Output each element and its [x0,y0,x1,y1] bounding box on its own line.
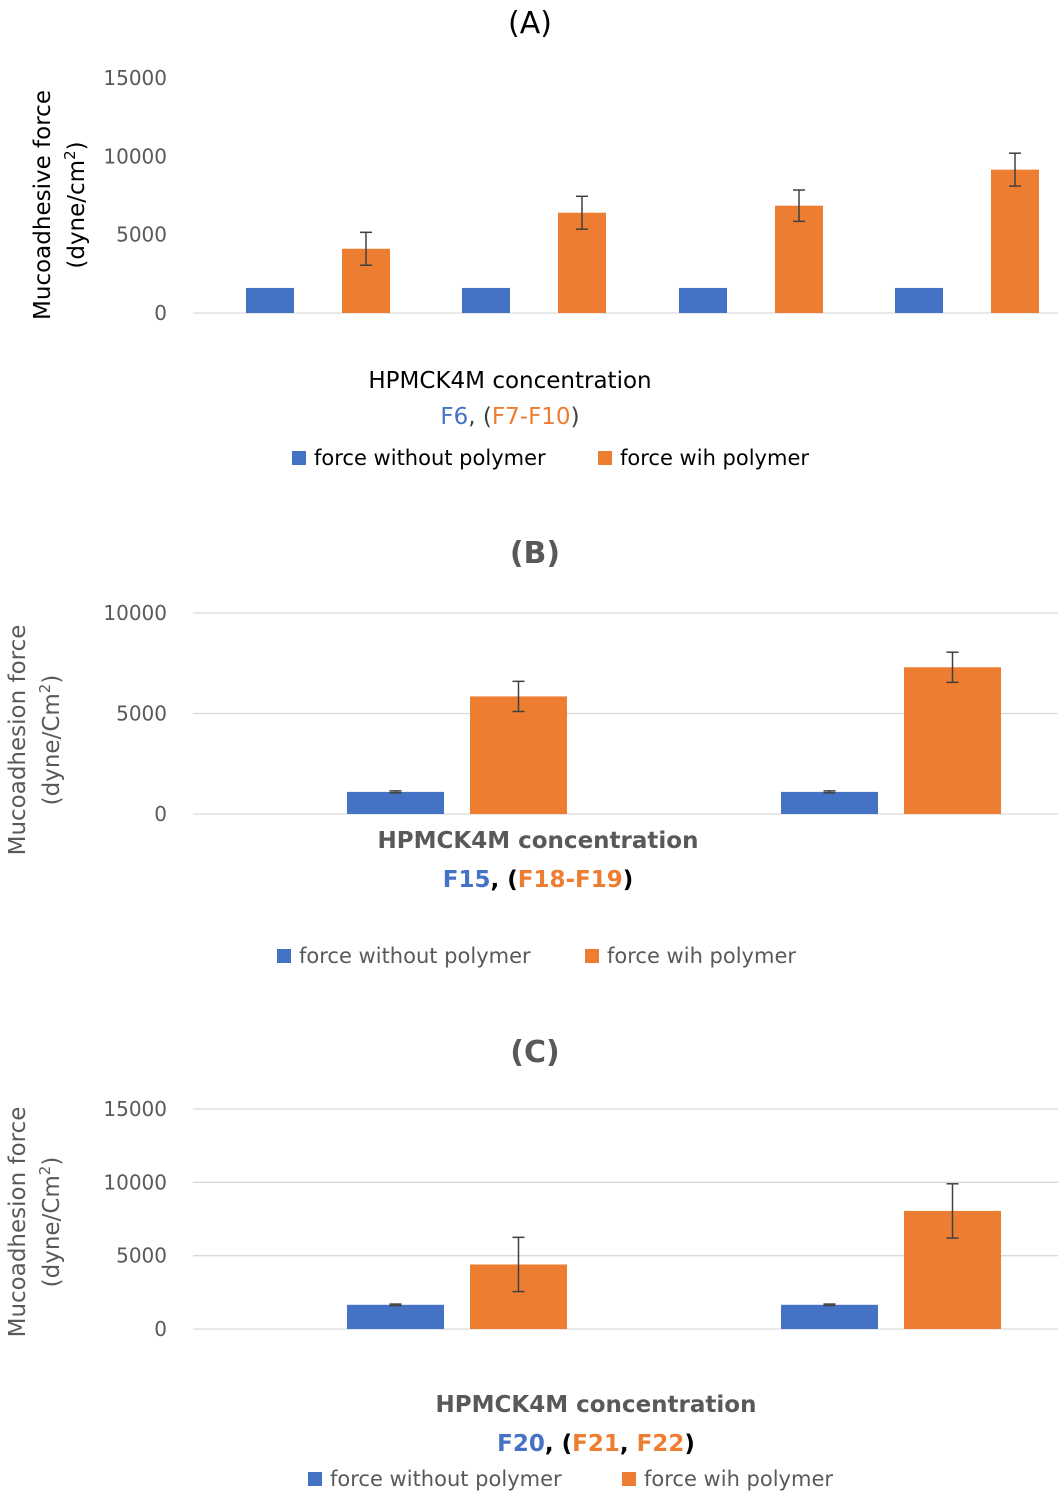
formulation-code-part: F7-F10 [492,404,571,430]
formulation-codes: F6, (F7-F10) [440,404,579,430]
legend-label: force wih polymer [644,1467,833,1491]
bar-without-polymer [781,791,878,814]
y-tick-label: 5000 [116,1244,167,1268]
y-axis-unit-exponent: 2 [36,684,54,694]
y-axis-unit: (dyne/cm [64,160,90,269]
legend-label: force wih polymer [620,446,809,470]
error-bar [512,1236,525,1293]
bar-without-polymer [895,287,943,313]
x-axis-label: HPMCK4M concentration [436,1392,757,1418]
y-axis-unit: (dyne/Cm [39,1175,65,1287]
error-bar [512,680,525,713]
bar-with-polymer [775,205,823,313]
legend-swatch [585,949,599,963]
formulation-code-part: F22 [637,1431,685,1457]
y-axis-label-line2: (dyne/cm2) [61,141,90,268]
formulation-code-part: , ( [468,404,492,430]
y-axis-label: Mucoadhesive force (dyne/cm2) [30,90,90,320]
formulation-codes: F15, (F18-F19) [443,867,633,893]
bar-with-polymer [991,169,1039,313]
error-bar [823,790,836,794]
y-axis-label: Mucoadhesion force (dyne/Cm2) [5,1107,65,1338]
bar-without-polymer [679,287,727,313]
formulation-code-part: F21 [572,1431,620,1457]
y-axis-unit-exponent: 2 [61,150,79,160]
error-bar [946,651,959,684]
bar-without-polymer [347,791,444,814]
error-bar [1009,152,1021,187]
error-bar [389,1303,402,1307]
legend-swatch [622,1472,636,1486]
y-axis-unit-close: ) [39,1157,65,1166]
y-axis-unit: (dyne/Cm [39,693,65,805]
error-bar [360,231,372,266]
chart-title: (A) [508,6,552,41]
formulation-code-part: , ( [490,867,517,893]
y-tick-label: 10000 [103,601,167,625]
error-bar [793,189,805,223]
error-bar [576,195,588,230]
y-axis-unit-exponent: 2 [36,1166,54,1176]
chart-title: (C) [510,1035,559,1070]
y-tick-label: 0 [154,1317,167,1341]
y-axis-label-line2: (dyne/Cm2) [36,675,65,806]
legend-swatch [277,949,291,963]
y-axis-label-line1: Mucoadhesive force [30,90,56,320]
bar-with-polymer [904,667,1001,814]
y-tick-label: 5000 [116,223,167,247]
formulation-code-part: , [620,1431,637,1457]
bar-with-polymer [470,696,567,814]
y-tick-label: 15000 [103,1097,167,1121]
y-axis-label-line1: Mucoadhesion force [5,1107,31,1338]
legend-swatch [598,451,612,465]
x-axis-label: HPMCK4M concentration [368,368,651,394]
legend-swatch [292,451,306,465]
chart-title: (B) [510,536,560,571]
formulation-code-part: F18-F19 [518,867,623,893]
formulation-codes: F20, (F21, F22) [497,1431,695,1457]
formulation-code-part: , ( [545,1431,572,1457]
legend-swatch [308,1472,322,1486]
y-tick-label: 15000 [103,66,167,90]
y-tick-label: 0 [154,301,167,325]
y-axis-unit-close: ) [39,675,65,684]
formulation-code-part: F15 [443,867,491,893]
y-tick-label: 10000 [103,144,167,168]
bar-without-polymer [781,1304,878,1329]
bar-without-polymer [347,1304,444,1329]
formulation-code-part: ) [623,867,634,893]
bar-without-polymer [462,287,510,313]
x-axis-label: HPMCK4M concentration [378,828,699,854]
y-axis-label: Mucoadhesion force (dyne/Cm2) [5,625,65,856]
error-bar [389,790,402,794]
y-axis-label-line1: Mucoadhesion force [5,625,31,856]
error-bar [823,1303,836,1307]
formulation-code-part: ) [684,1431,695,1457]
error-bar [946,1183,959,1239]
legend-label: force without polymer [330,1467,562,1491]
bar-without-polymer [246,287,294,313]
y-tick-label: 10000 [103,1170,167,1194]
y-axis-unit-close: ) [64,141,90,150]
formulation-code-part: F6 [440,404,468,430]
legend-label: force wih polymer [607,944,796,968]
y-tick-label: 0 [154,802,167,826]
y-axis-label-line2: (dyne/Cm2) [36,1157,65,1288]
formulation-code-part: F20 [497,1431,545,1457]
legend-label: force without polymer [314,446,546,470]
legend-label: force without polymer [299,944,531,968]
y-tick-label: 5000 [116,702,167,726]
formulation-code-part: ) [571,404,580,430]
